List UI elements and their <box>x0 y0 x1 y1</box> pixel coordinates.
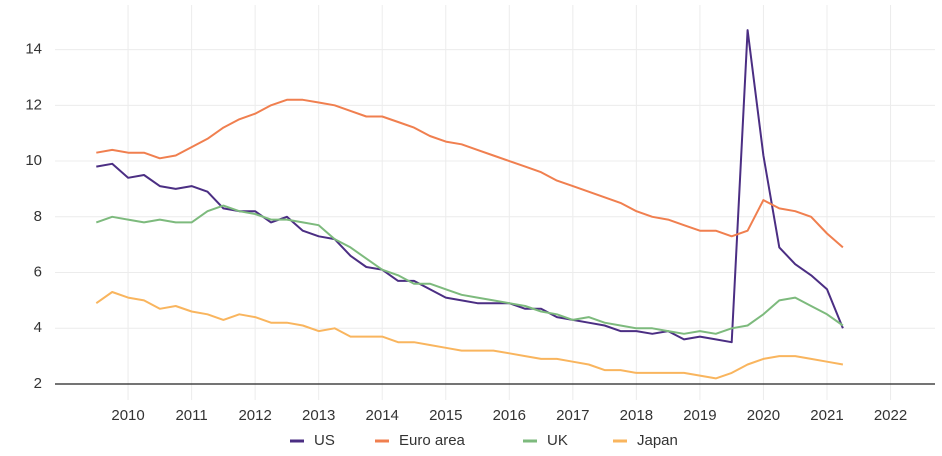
x-tick-label: 2010 <box>111 407 144 424</box>
x-tick-label: 2022 <box>874 407 907 424</box>
series-line <box>95 204 844 335</box>
x-tick-label: 2012 <box>238 407 271 424</box>
x-tick-label: 2015 <box>429 407 462 424</box>
series-line <box>95 291 844 380</box>
x-tick-label: 2016 <box>493 407 526 424</box>
y-tick-label: 14 <box>25 41 42 58</box>
x-tick-label: 2013 <box>302 407 335 424</box>
x-tick-label: 2014 <box>366 407 399 424</box>
y-tick-label: 8 <box>34 208 42 225</box>
x-tick-label: 2011 <box>175 407 207 424</box>
y-tick-label: 12 <box>25 96 42 113</box>
x-tick-label: 2020 <box>747 407 780 424</box>
legend-label: Euro area <box>399 432 466 449</box>
y-tick-label: 2 <box>34 375 42 392</box>
y-tick-label: 4 <box>34 319 42 336</box>
y-tick-label: 10 <box>25 152 42 169</box>
y-tick-label: 6 <box>34 263 42 280</box>
x-tick-label: 2017 <box>556 407 589 424</box>
legend-label: Japan <box>637 432 678 449</box>
x-tick-label: 2018 <box>620 407 653 424</box>
legend-label: UK <box>547 432 568 449</box>
series-line <box>96 98 844 249</box>
x-tick-label: 2021 <box>810 407 843 424</box>
legend-label: US <box>314 432 335 449</box>
x-tick-label: 2019 <box>683 407 716 424</box>
